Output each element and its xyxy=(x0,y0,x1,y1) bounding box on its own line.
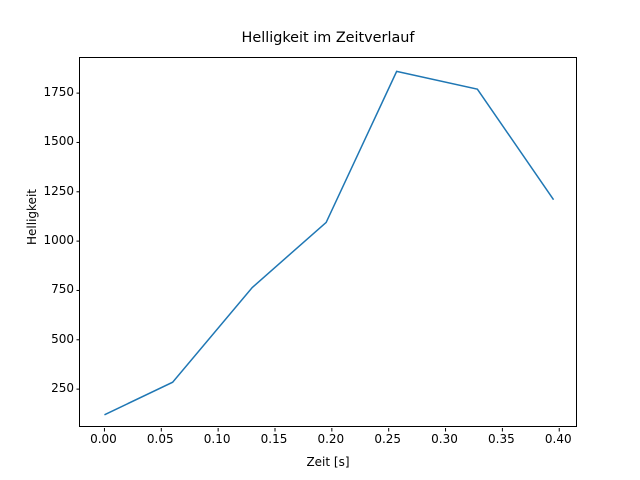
x-tick-label: 0.40 xyxy=(544,432,572,446)
data-series-line xyxy=(104,70,555,416)
y-axis-tick-labels: 250 500 750 1000 1250 1500 1750 xyxy=(10,57,74,427)
data-line-svg xyxy=(76,70,560,432)
x-tick-label: 0.10 xyxy=(203,432,231,446)
x-axis-tick-labels: 0.00 0.05 0.10 0.15 0.20 0.25 0.30 0.35 0.40 xyxy=(79,432,577,452)
chart-title: Helligkeit im Zeitverlauf xyxy=(241,30,415,46)
x-tick-label: 0.35 xyxy=(488,432,515,446)
x-tick-label: 0.15 xyxy=(260,432,288,446)
x-tick-label: 0.20 xyxy=(317,432,345,446)
y-tick-label: 1750 xyxy=(43,85,74,100)
y-tick-label: 750 xyxy=(51,282,74,297)
y-tick-label: 250 xyxy=(51,381,74,396)
x-axis-label: Zeit [s] xyxy=(306,455,350,469)
y-tick-label: 1000 xyxy=(43,233,74,248)
x-tick-label: 0.30 xyxy=(431,432,458,446)
y-tick-label: 1250 xyxy=(43,183,74,198)
x-tick-label: 0.05 xyxy=(146,432,174,446)
x-tick-label: 0.25 xyxy=(374,432,402,446)
x-tick-label: 0.00 xyxy=(90,432,117,446)
y-tick-label: 500 xyxy=(51,331,74,346)
tick-marks xyxy=(76,92,560,432)
y-tick-label: 1500 xyxy=(43,134,74,149)
plot-area xyxy=(76,57,577,432)
